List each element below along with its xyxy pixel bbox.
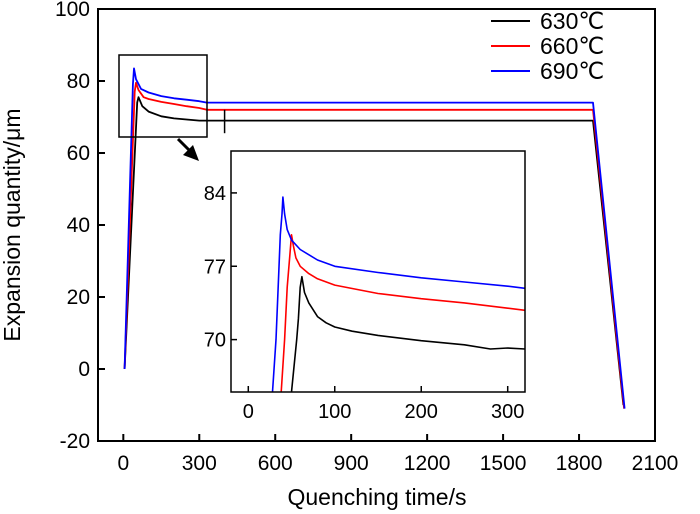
main-series-group [123,67,626,409]
inset-y-tick-label: 70 [204,330,226,352]
legend-label-1: 660℃ [540,33,604,59]
main-series-line-2 [123,67,626,409]
inset-y-ticks: 70 77 84 [204,183,237,352]
main-y-tick-label: 80 [67,70,90,93]
inset-y-tick-label: 84 [204,183,226,205]
legend-label-0: 630℃ [540,8,604,34]
inset-x-tick-label: 0 [243,401,254,423]
zoom-arrow-head [183,145,199,161]
inset-series-line-1 [280,234,526,393]
inset-y-tick-label: 77 [204,256,226,278]
inset-background [231,151,525,392]
main-y-tick-label: 100 [55,0,90,21]
inset-series-line-0 [290,275,526,393]
inset-x-tick-label: 200 [405,401,438,423]
main-series-line-1 [123,81,625,409]
main-x-tick-label: 900 [334,452,369,475]
main-x-tick-label: 600 [258,452,293,475]
x-axis-title: Quenching time/s [288,484,467,510]
main-x-tick-label: 1500 [480,452,527,475]
inset-frame [230,150,526,393]
main-x-tick-label: 1200 [404,452,451,475]
inset-x-ticks: 0 100 200 300 [243,386,524,423]
main-x-tick-label: 1800 [556,452,603,475]
inset-series-group [271,196,526,393]
main-y-ticks: -20 0 20 40 60 80 100 [55,0,105,453]
inset-x-tick-label: 100 [318,401,351,423]
inset-series-line-2 [271,196,526,393]
main-series-line-0 [123,96,625,406]
main-y-tick-label: 40 [67,214,90,237]
main-x-ticks: 0 300 600 900 1200 1500 1800 2100 [117,434,678,475]
main-y-tick-label: 60 [67,142,90,165]
inset-x-tick-label: 300 [491,401,524,423]
legend-label-2: 690℃ [540,58,604,84]
y-axis-title: Expansion quantity/μm [0,108,25,341]
main-y-tick-label: -20 [60,430,90,453]
main-y-tick-label: 20 [67,286,90,309]
main-x-tick-label: 300 [182,452,217,475]
main-x-tick-label: 0 [117,452,129,475]
zoom-box [118,54,208,138]
main-x-tick-label: 2100 [632,452,679,475]
main-y-tick-label: 0 [78,358,90,381]
